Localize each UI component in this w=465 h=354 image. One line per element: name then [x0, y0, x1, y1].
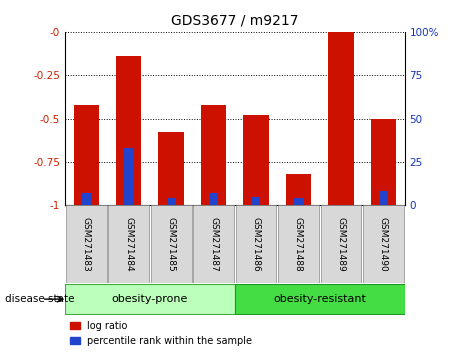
- Bar: [371, 119, 396, 205]
- Bar: [66, 205, 106, 283]
- Bar: [65, 284, 235, 314]
- Bar: [167, 198, 176, 205]
- Bar: [236, 205, 276, 283]
- Bar: [252, 197, 260, 205]
- Text: obesity-resistant: obesity-resistant: [273, 294, 366, 304]
- Bar: [379, 192, 388, 205]
- Bar: [124, 148, 133, 205]
- Text: GSM271488: GSM271488: [294, 217, 303, 272]
- Text: GSM271487: GSM271487: [209, 217, 218, 272]
- Bar: [201, 105, 226, 205]
- Bar: [320, 205, 361, 283]
- Text: GSM271485: GSM271485: [166, 217, 176, 272]
- Bar: [193, 205, 234, 283]
- Bar: [116, 56, 141, 205]
- Text: GSM271486: GSM271486: [252, 217, 260, 272]
- Bar: [286, 174, 311, 205]
- Title: GDS3677 / m9217: GDS3677 / m9217: [171, 14, 299, 28]
- Bar: [328, 32, 353, 205]
- Bar: [151, 205, 192, 283]
- Text: GSM271489: GSM271489: [336, 217, 345, 272]
- Bar: [159, 132, 184, 205]
- Text: GSM271484: GSM271484: [124, 217, 133, 272]
- Bar: [235, 284, 405, 314]
- Bar: [243, 115, 269, 205]
- Bar: [363, 205, 404, 283]
- Bar: [294, 198, 303, 205]
- Bar: [82, 193, 91, 205]
- Bar: [278, 205, 319, 283]
- Bar: [73, 105, 99, 205]
- Text: obesity-prone: obesity-prone: [112, 294, 188, 304]
- Bar: [108, 205, 149, 283]
- Text: GSM271490: GSM271490: [379, 217, 388, 272]
- Text: disease state: disease state: [5, 294, 74, 304]
- Text: GSM271483: GSM271483: [82, 217, 91, 272]
- Legend: log ratio, percentile rank within the sample: log ratio, percentile rank within the sa…: [70, 321, 252, 346]
- Bar: [209, 193, 218, 205]
